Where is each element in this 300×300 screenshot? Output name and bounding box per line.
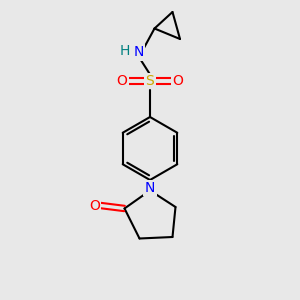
Text: H: H (120, 44, 130, 58)
Text: N: N (145, 181, 155, 195)
Text: O: O (172, 74, 183, 88)
Text: O: O (89, 199, 100, 212)
Text: N: N (134, 46, 144, 59)
Text: S: S (146, 74, 154, 88)
Text: O: O (117, 74, 128, 88)
